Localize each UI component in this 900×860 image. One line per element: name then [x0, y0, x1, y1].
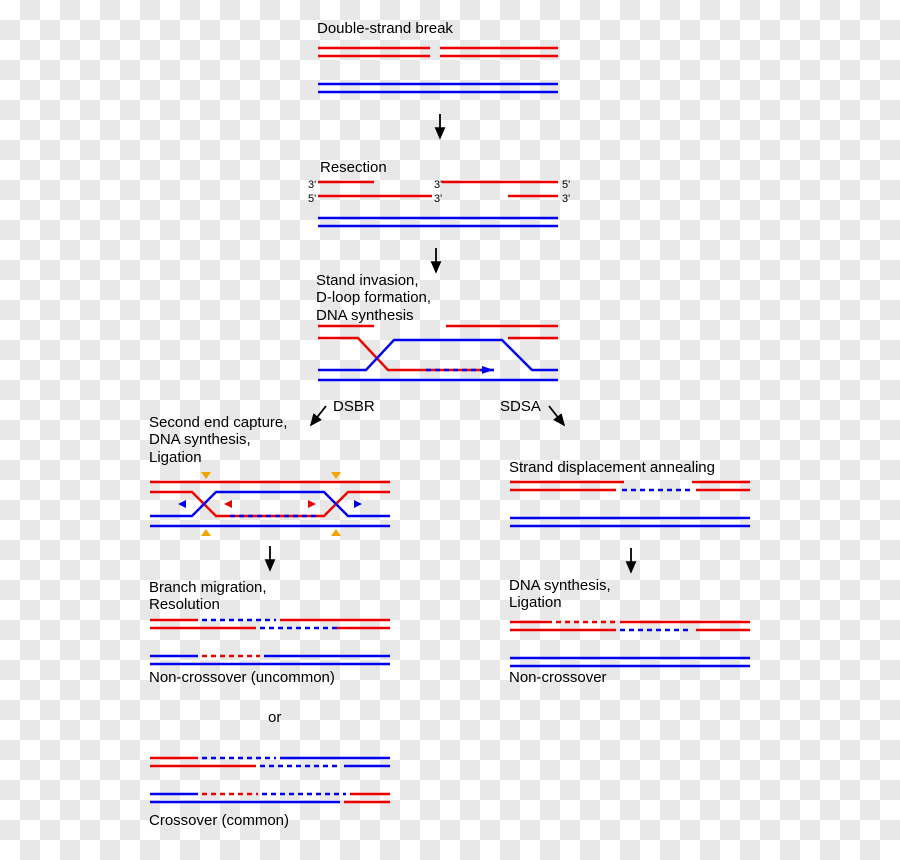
flow-arrow [549, 406, 564, 425]
sdsa-label: SDSA [500, 398, 541, 415]
flow-arrow [311, 406, 326, 425]
second-end-title: Second end capture, DNA synthesis, Ligat… [149, 414, 287, 466]
strand-invasion-title: Stand invasion, D-loop formation, DNA sy… [316, 272, 431, 324]
strand-end-label: 3' [562, 193, 570, 206]
p4_dhj [150, 472, 390, 536]
noncross-right: Non-crossover [509, 669, 607, 686]
strand-path [318, 338, 494, 370]
dna-synth-title: DNA synthesis, Ligation [509, 577, 611, 612]
noncross-left: Non-crossover (uncommon) [149, 669, 335, 686]
strand-path [318, 340, 558, 370]
or-label: or [268, 709, 281, 726]
strand-end-label: 3' [308, 179, 316, 192]
mini-arrow [178, 500, 186, 508]
branch-migration-title: Branch migration, Resolution [149, 579, 267, 614]
mini-arrow [354, 500, 362, 508]
strand-end-label: 5' [308, 193, 316, 206]
p5_sda [510, 482, 750, 526]
synth-arrowhead [482, 366, 494, 374]
dsbr-label: DSBR [333, 398, 375, 415]
diagram-canvas [0, 0, 900, 860]
strand-end-label: 3' [434, 193, 442, 206]
p7_noncross_r [510, 622, 750, 666]
p1_dsb [318, 48, 558, 92]
crossover-label: Crossover (common) [149, 812, 289, 829]
resolution-marker [331, 472, 341, 479]
p8_crossover [150, 758, 390, 802]
p3_dloop [318, 326, 558, 380]
strand-end-label: 3' [434, 179, 442, 192]
strand-disp-title: Strand displacement annealing [509, 459, 715, 476]
dsb-title: Double-strand break [317, 20, 453, 37]
resolution-marker [331, 529, 341, 536]
p6_noncross_l [150, 620, 390, 664]
resolution-marker [201, 472, 211, 479]
strand-end-label: 5' [562, 179, 570, 192]
mini-arrow [308, 500, 316, 508]
resection-title: Resection [320, 159, 387, 176]
mini-arrow [224, 500, 232, 508]
resolution-marker [201, 529, 211, 536]
